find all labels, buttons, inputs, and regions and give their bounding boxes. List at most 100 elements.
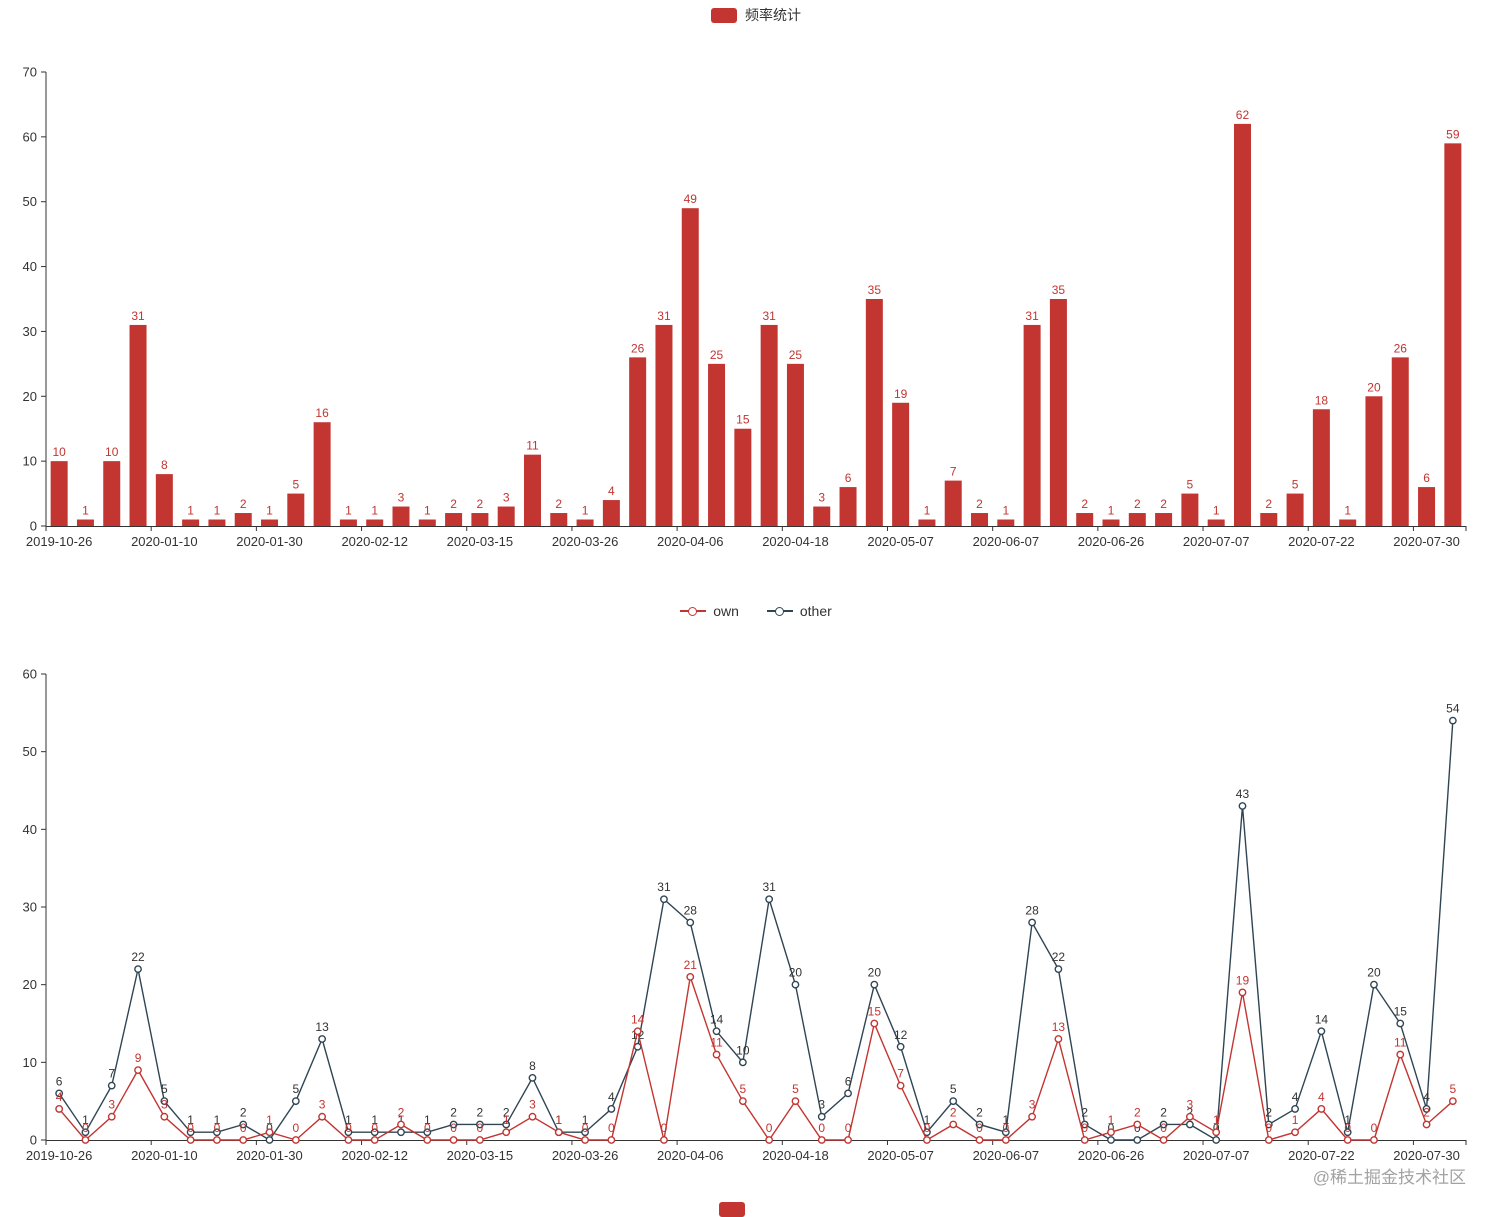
point-other <box>370 1128 379 1137</box>
point-own <box>186 1136 195 1144</box>
point-own <box>239 1136 248 1144</box>
point-other <box>239 1120 248 1129</box>
bar <box>1444 143 1462 527</box>
x-axis-label: 2020-06-26 <box>1078 534 1145 549</box>
point-value-label-other: 1 <box>1002 1113 1009 1127</box>
bar-value-label: 1 <box>924 504 931 518</box>
bar-value-label: 31 <box>657 309 671 323</box>
bar-value-label: 2 <box>1134 497 1141 511</box>
point-own <box>502 1128 511 1137</box>
point-value-label-own: 2 <box>950 1105 957 1119</box>
point-value-label-other: 22 <box>1052 950 1066 964</box>
point-own <box>344 1136 353 1144</box>
point-value-label-own: 13 <box>1052 1020 1066 1034</box>
bar <box>50 461 68 526</box>
bar-value-label: 1 <box>1108 504 1115 518</box>
point-own <box>844 1136 852 1144</box>
point-own <box>1238 988 1247 997</box>
point-value-label-other: 2 <box>240 1105 247 1119</box>
point-value-label-other: 31 <box>657 880 671 894</box>
point-own <box>923 1136 931 1144</box>
bar-value-label: 4 <box>608 484 615 498</box>
line-series-other <box>58 720 1454 1142</box>
point-value-label-other: 10 <box>736 1043 750 1057</box>
bar-value-label: 1 <box>1002 504 1009 518</box>
bar <box>392 506 410 526</box>
point-own <box>870 1019 879 1028</box>
bar-chart-legend: 频率统计 <box>0 5 1512 25</box>
point-value-label-other: 1 <box>187 1113 194 1127</box>
bar-value-label: 2 <box>1265 497 1272 511</box>
bar-value-label: 2 <box>555 497 562 511</box>
bar-value-label: 25 <box>789 348 803 362</box>
point-value-label-own: 0 <box>976 1121 983 1135</box>
bar <box>129 324 147 526</box>
bar <box>182 519 200 526</box>
point-other <box>712 1027 721 1036</box>
bar <box>418 519 436 526</box>
bar-value-label: 49 <box>684 192 698 206</box>
point-own <box>949 1120 958 1129</box>
bar-value-label: 1 <box>187 504 194 518</box>
bar <box>1365 396 1383 526</box>
point-value-label-other: 1 <box>82 1113 89 1127</box>
bar <box>234 513 252 526</box>
point-value-label-own: 3 <box>319 1098 326 1112</box>
bar-legend-label[interactable]: 频率统计 <box>745 7 801 23</box>
x-axis-label: 2020-01-10 <box>131 534 198 549</box>
point-own <box>1212 1128 1221 1137</box>
point-value-label-own: 1 <box>266 1113 273 1127</box>
point-other <box>949 1097 958 1106</box>
point-other <box>738 1058 747 1067</box>
point-value-label-other: 6 <box>845 1074 852 1088</box>
y-axis-label: 40 <box>23 259 37 274</box>
legend-item-own[interactable]: own <box>680 603 739 619</box>
legend-item-other[interactable]: other <box>766 603 832 619</box>
bar <box>602 500 620 526</box>
point-value-label-other: 28 <box>684 904 698 918</box>
bar <box>576 519 594 526</box>
point-other <box>1001 1128 1010 1137</box>
point-value-label-own: 4 <box>1318 1090 1325 1104</box>
bar <box>760 324 778 526</box>
bar <box>1207 519 1225 526</box>
bar <box>997 519 1015 526</box>
point-other <box>81 1128 90 1137</box>
point-other <box>844 1089 852 1098</box>
point-other <box>213 1128 221 1137</box>
point-own <box>712 1050 721 1059</box>
point-other <box>1317 1027 1326 1036</box>
bar <box>1391 357 1409 526</box>
point-other <box>1396 1019 1405 1028</box>
bar-legend-marker-icon[interactable] <box>711 7 737 23</box>
point-other <box>528 1073 537 1082</box>
bar-value-label: 3 <box>398 491 405 505</box>
point-value-label-own: 0 <box>477 1121 484 1135</box>
y-axis-label: 40 <box>23 822 37 837</box>
partial-bottom-legend-marker-icon[interactable] <box>719 1202 745 1217</box>
x-axis-label: 2020-07-22 <box>1288 1148 1355 1163</box>
bar-value-label: 2 <box>240 497 247 511</box>
other-line-legend-icon <box>766 605 793 617</box>
point-own <box>55 1105 64 1113</box>
bar-value-label: 7 <box>950 465 957 479</box>
point-value-label-other: 1 <box>924 1113 931 1127</box>
point-other <box>397 1128 405 1137</box>
point-value-label-own: 0 <box>924 1121 931 1135</box>
point-value-label-other: 2 <box>477 1105 484 1119</box>
bar <box>1286 493 1304 526</box>
point-own <box>1159 1136 1168 1144</box>
bar-value-label: 10 <box>52 445 66 459</box>
point-value-label-other: 7 <box>108 1067 115 1081</box>
point-value-label-own: 3 <box>1187 1098 1194 1112</box>
point-own <box>791 1097 800 1106</box>
x-axis-label: 2020-04-06 <box>657 534 724 549</box>
point-value-label-other: 28 <box>1025 904 1039 918</box>
point-value-label-own: 0 <box>240 1121 247 1135</box>
bar-value-label: 19 <box>894 387 908 401</box>
point-own <box>817 1136 826 1144</box>
bar <box>1260 513 1278 526</box>
bar <box>497 506 515 526</box>
point-other <box>1185 1120 1194 1129</box>
bar-value-label: 3 <box>503 491 510 505</box>
